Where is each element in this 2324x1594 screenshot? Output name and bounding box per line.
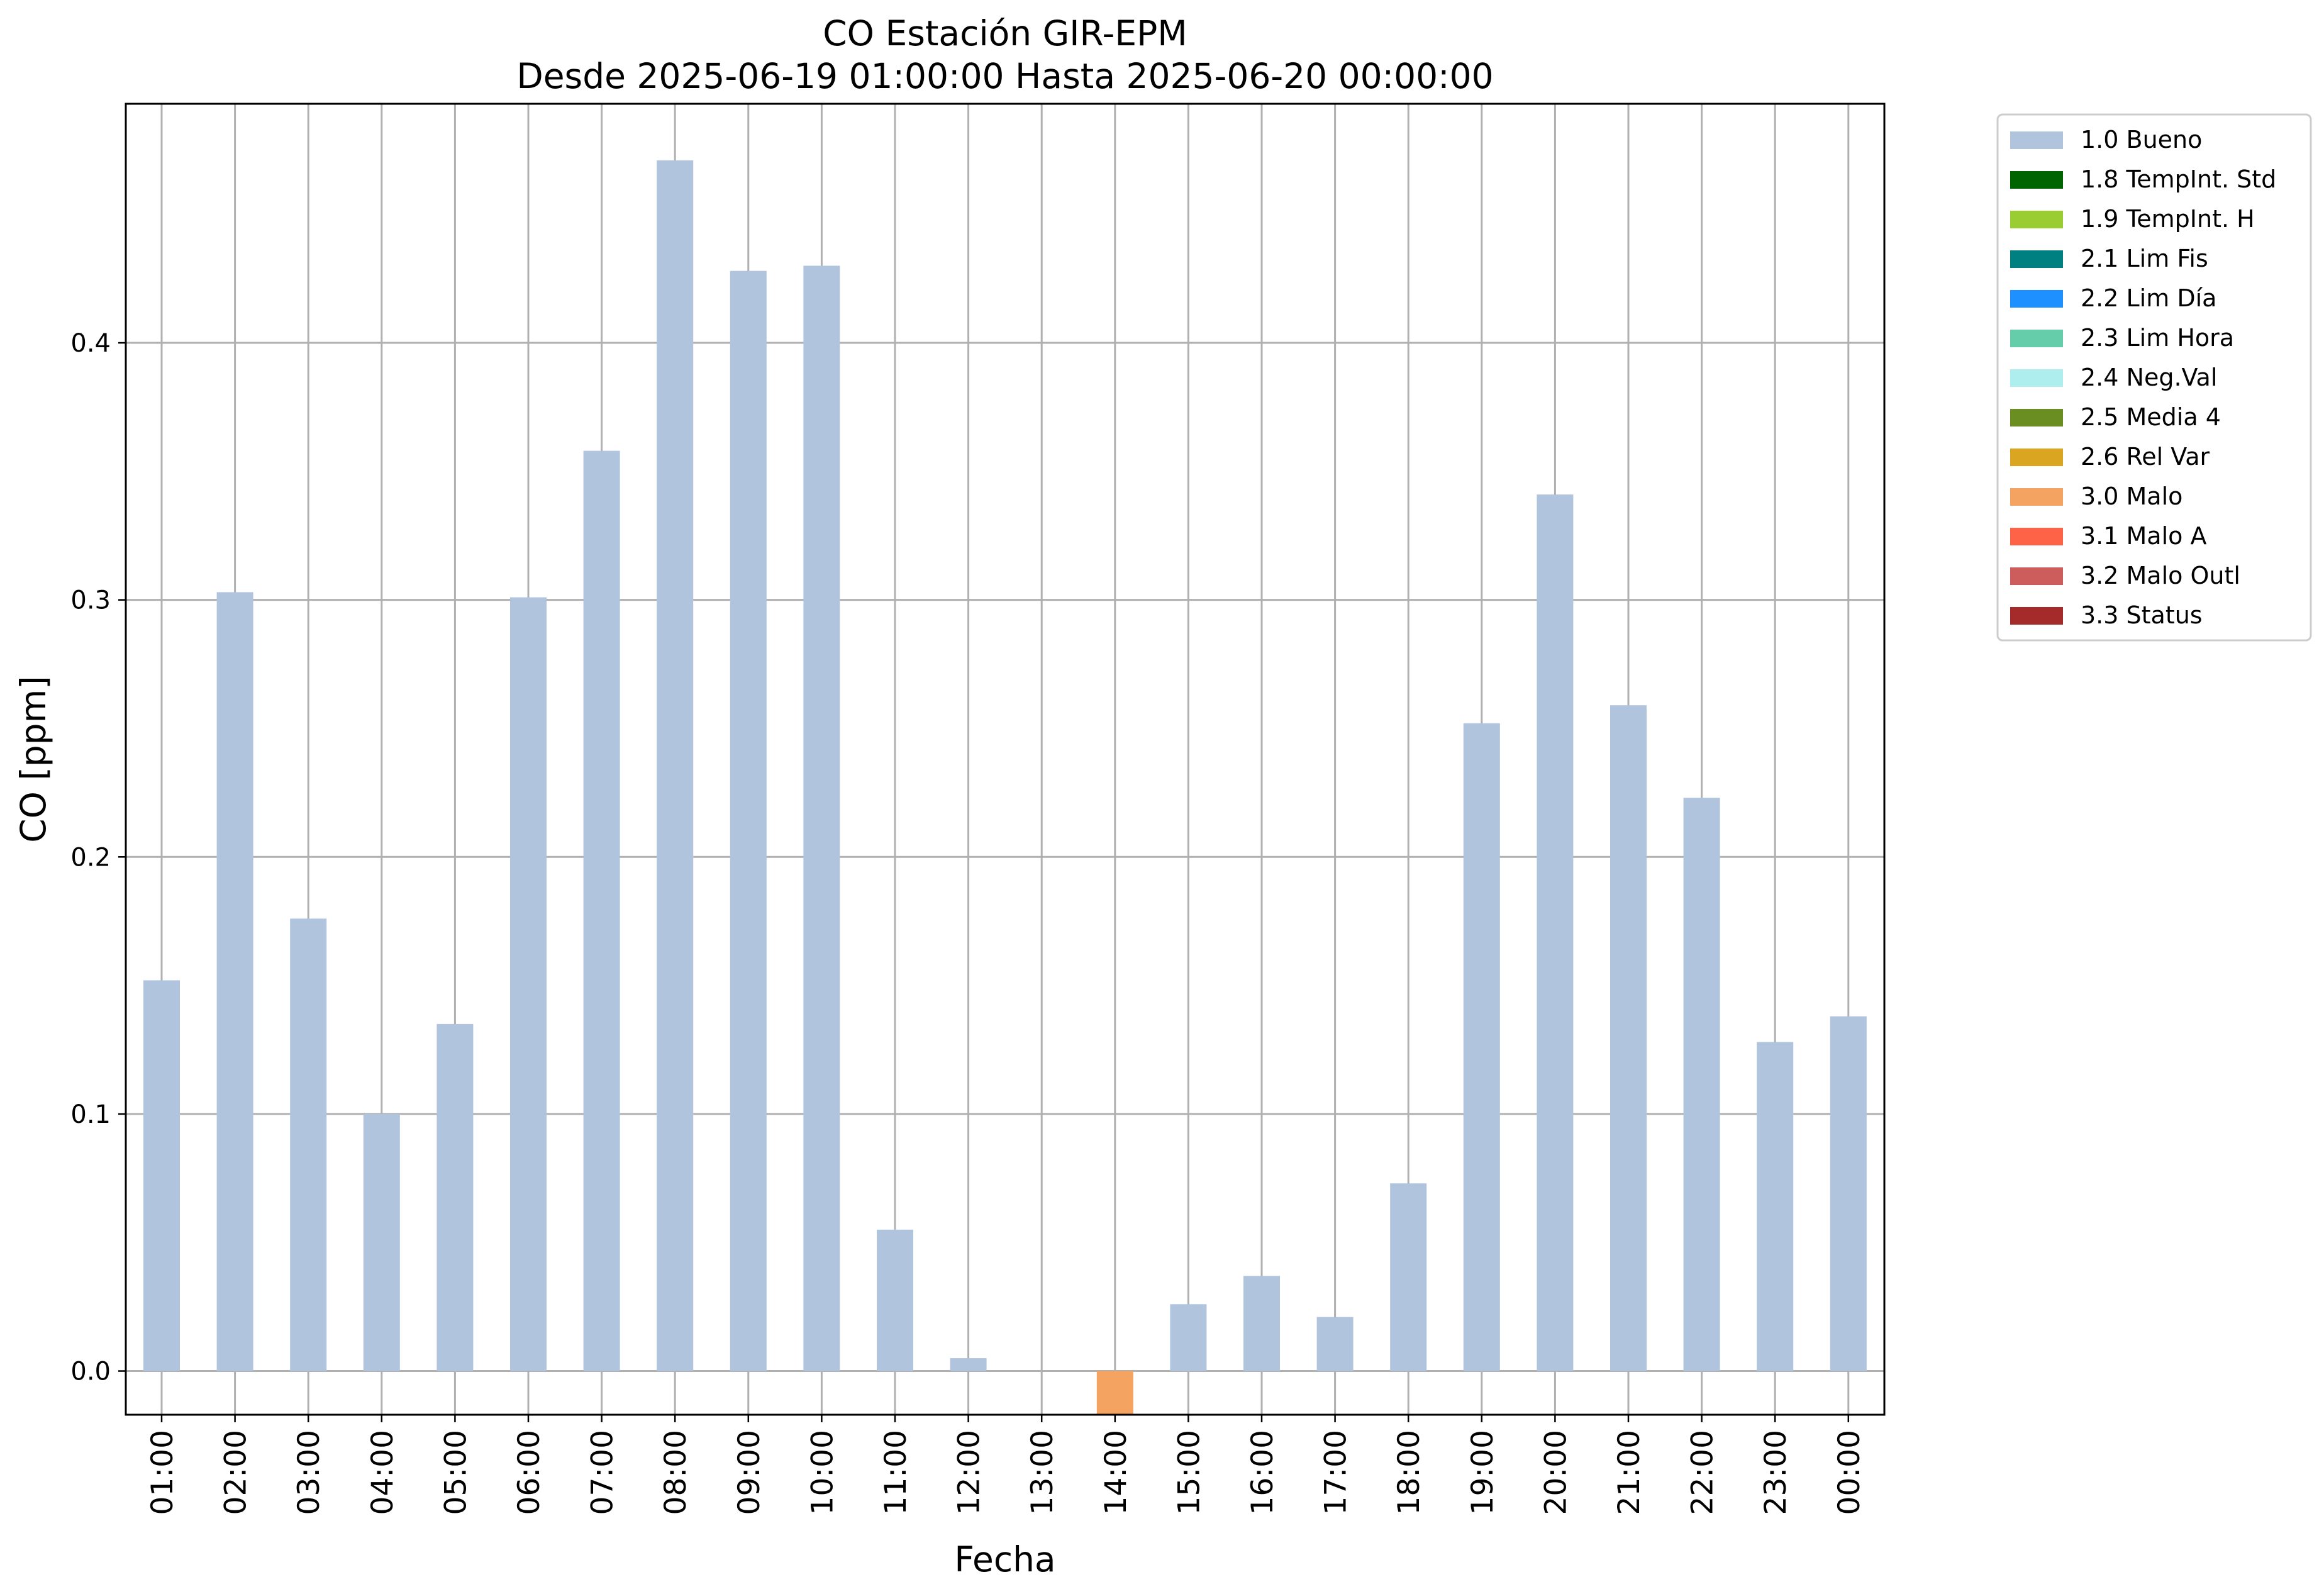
bar-1000 <box>803 265 840 1371</box>
bar-0400 <box>363 1113 400 1371</box>
bar-0300 <box>290 918 327 1371</box>
legend-swatch <box>2010 528 2063 545</box>
bar-0900 <box>730 270 767 1371</box>
bar-0600 <box>510 597 547 1371</box>
x-tick-label: 10:00 <box>805 1430 840 1515</box>
legend-swatch <box>2010 369 2063 387</box>
x-tick-label: 23:00 <box>1759 1430 1793 1515</box>
x-tick-label: 08:00 <box>659 1430 693 1515</box>
legend-swatch <box>2010 211 2063 228</box>
bar-1200 <box>950 1358 987 1371</box>
legend-swatch <box>2010 409 2063 426</box>
x-axis-label: Fecha <box>954 1539 1055 1580</box>
legend-swatch <box>2010 131 2063 149</box>
x-tick-label: 00:00 <box>1832 1430 1867 1515</box>
legend-swatch <box>2010 171 2063 189</box>
legend-label: 3.2 Malo Outl <box>2081 562 2240 589</box>
legend-label: 1.8 TempInt. Std <box>2081 165 2276 193</box>
bar-1800 <box>1390 1183 1427 1371</box>
legend-swatch <box>2010 567 2063 585</box>
x-tick-label: 18:00 <box>1392 1430 1426 1515</box>
bar-0800 <box>657 160 694 1371</box>
y-axis-label: CO [ppm] <box>13 676 53 843</box>
bar-0100 <box>143 980 180 1371</box>
bar-2100 <box>1610 705 1647 1371</box>
legend-swatch <box>2010 330 2063 347</box>
bar-0700 <box>583 450 620 1371</box>
x-tick-label: 13:00 <box>1025 1430 1060 1515</box>
x-tick-label: 17:00 <box>1319 1430 1354 1515</box>
x-tick-label: 19:00 <box>1465 1430 1500 1515</box>
legend-swatch <box>2010 607 2063 625</box>
legend-swatch <box>2010 250 2063 268</box>
legend-label: 3.1 Malo A <box>2081 522 2206 550</box>
legend-swatch <box>2010 290 2063 308</box>
x-tick-label: 14:00 <box>1099 1430 1133 1515</box>
legend-swatch <box>2010 488 2063 506</box>
y-tick-label: 0.3 <box>70 586 111 615</box>
x-tick-label: 05:00 <box>438 1430 473 1515</box>
bar-0500 <box>436 1023 474 1371</box>
y-tick-label: 0.4 <box>70 329 111 358</box>
legend-label: 2.5 Media 4 <box>2081 403 2221 431</box>
legend: 1.0 Bueno 1.8 TempInt. Std 1.9 TempInt. H 2… <box>1996 113 2312 642</box>
x-tick-label: 22:00 <box>1686 1430 1720 1515</box>
legend-label: 2.3 Lim Hora <box>2081 324 2234 352</box>
x-tick-label: 12:00 <box>952 1430 987 1515</box>
axis-ticks: 0.0 0.1 0.2 0.3 0.4 01:00 02:00 03:00 04:00 05:00… <box>70 329 1866 1515</box>
x-tick-label: 16:00 <box>1245 1430 1280 1515</box>
legend-label: 3.0 Malo <box>2081 482 2182 510</box>
bar-2000 <box>1537 494 1574 1371</box>
legend-label: 2.6 Rel Var <box>2081 443 2210 471</box>
bar-1100 <box>877 1229 913 1371</box>
x-tick-label: 21:00 <box>1612 1430 1647 1515</box>
bar-0200 <box>216 592 253 1371</box>
legend-label: 1.0 Bueno <box>2081 126 2202 153</box>
bar-0000 <box>1830 1016 1867 1371</box>
x-tick-label: 07:00 <box>586 1430 620 1515</box>
chart-title: CO Estación GIR-EPM <box>823 13 1187 53</box>
bars <box>143 160 1867 1415</box>
bar-1600 <box>1243 1276 1280 1371</box>
x-tick-label: 04:00 <box>365 1430 400 1515</box>
x-tick-label: 20:00 <box>1538 1430 1573 1515</box>
x-tick-label: 15:00 <box>1172 1430 1206 1515</box>
legend-swatch <box>2010 449 2063 466</box>
legend-label: 3.3 Status <box>2081 601 2203 629</box>
bar-2200 <box>1683 798 1720 1371</box>
legend-label: 2.1 Lim Fis <box>2081 245 2208 272</box>
bar-1400 <box>1096 1371 1133 1415</box>
chart-subtitle: Desde 2025-06-19 01:00:00 Hasta 2025-06-… <box>516 56 1493 96</box>
y-tick-label: 0.2 <box>70 843 111 872</box>
legend-label: 1.9 TempInt. H <box>2081 205 2255 233</box>
bar-1700 <box>1316 1317 1354 1371</box>
x-tick-label: 09:00 <box>732 1430 767 1515</box>
x-tick-label: 03:00 <box>292 1430 326 1515</box>
legend-box <box>1996 113 2312 642</box>
x-tick-label: 11:00 <box>879 1430 913 1515</box>
x-tick-label: 01:00 <box>145 1430 180 1515</box>
y-tick-label: 0.1 <box>70 1100 111 1129</box>
x-tick-label: 06:00 <box>512 1430 547 1515</box>
bar-2300 <box>1757 1042 1794 1371</box>
plot-frame <box>125 103 1886 1416</box>
legend-label: 2.2 Lim Día <box>2081 284 2216 312</box>
y-tick-label: 0.0 <box>70 1357 111 1386</box>
bar-1900 <box>1463 723 1500 1371</box>
legend-label: 2.4 Neg.Val <box>2081 364 2217 391</box>
x-tick-label: 02:00 <box>219 1430 253 1515</box>
bar-1500 <box>1170 1304 1207 1371</box>
